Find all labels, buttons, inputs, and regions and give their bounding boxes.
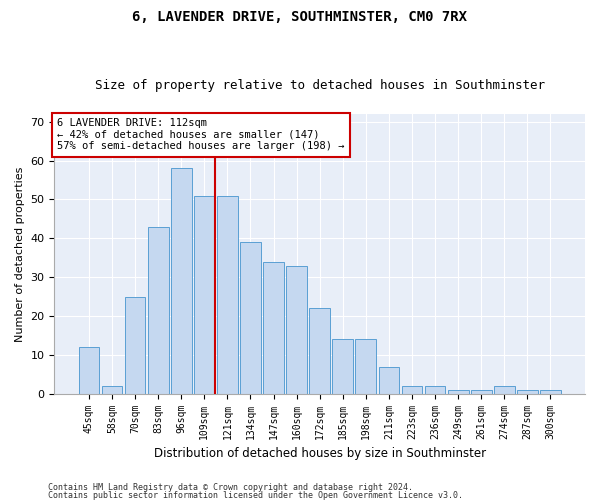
Bar: [125, 296, 145, 394]
Bar: [471, 390, 491, 394]
Bar: [517, 390, 538, 394]
Bar: [194, 196, 215, 394]
Text: 6 LAVENDER DRIVE: 112sqm
← 42% of detached houses are smaller (147)
57% of semi-: 6 LAVENDER DRIVE: 112sqm ← 42% of detach…: [57, 118, 344, 152]
Bar: [286, 266, 307, 394]
Bar: [240, 242, 261, 394]
Bar: [263, 262, 284, 394]
Bar: [355, 340, 376, 394]
Bar: [332, 340, 353, 394]
Bar: [101, 386, 122, 394]
Bar: [401, 386, 422, 394]
Text: Contains HM Land Registry data © Crown copyright and database right 2024.: Contains HM Land Registry data © Crown c…: [48, 484, 413, 492]
Title: Size of property relative to detached houses in Southminster: Size of property relative to detached ho…: [95, 79, 545, 92]
Bar: [448, 390, 469, 394]
Y-axis label: Number of detached properties: Number of detached properties: [15, 166, 25, 342]
Bar: [379, 366, 400, 394]
Bar: [79, 347, 99, 394]
Bar: [425, 386, 445, 394]
Bar: [540, 390, 561, 394]
Text: 6, LAVENDER DRIVE, SOUTHMINSTER, CM0 7RX: 6, LAVENDER DRIVE, SOUTHMINSTER, CM0 7RX: [133, 10, 467, 24]
X-axis label: Distribution of detached houses by size in Southminster: Distribution of detached houses by size …: [154, 447, 486, 460]
Bar: [494, 386, 515, 394]
Bar: [217, 196, 238, 394]
Bar: [171, 168, 191, 394]
Bar: [310, 308, 330, 394]
Text: Contains public sector information licensed under the Open Government Licence v3: Contains public sector information licen…: [48, 490, 463, 500]
Bar: [148, 226, 169, 394]
